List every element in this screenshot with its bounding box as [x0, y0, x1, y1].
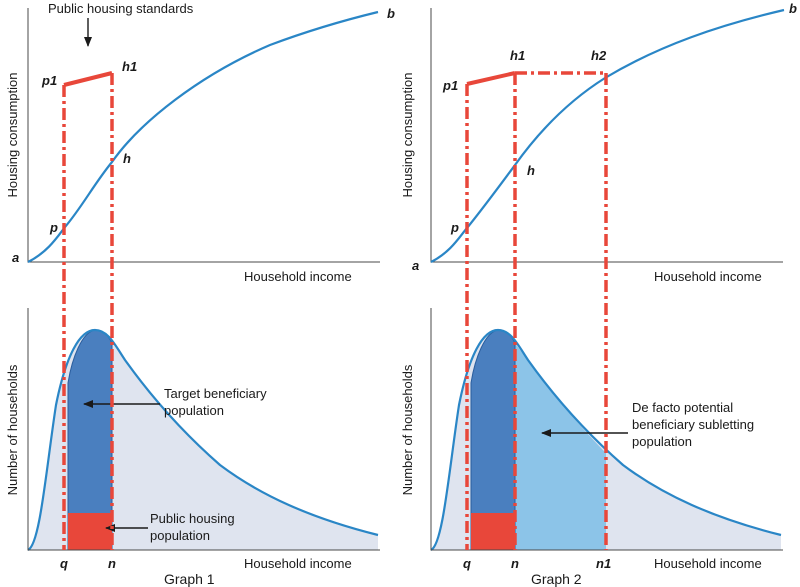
graph-2-top-xlabel: Household income [654, 269, 762, 284]
graph-2-top-panel: Housing consumption Household income a b… [400, 1, 797, 284]
graph-2-subletting-label-3: population [632, 434, 692, 449]
graph-1-title: Graph 1 [164, 571, 215, 587]
graph-2-point-b: b [789, 1, 797, 16]
graph-1-top-xlabel: Household income [244, 269, 352, 284]
public-housing-standards-label: Public housing standards [48, 1, 194, 16]
graph-1-population-area [28, 330, 378, 550]
graph-2-point-p: p [450, 220, 459, 235]
graph-1-bottom-panel: Number of households Household income Ta… [5, 308, 380, 571]
graph-2-tick-n: n [511, 556, 519, 571]
graph-1-distribution-curve [27, 328, 379, 552]
graph-1-public-label-1: Public housing [150, 511, 235, 526]
graph-1-target-label-2: population [164, 403, 224, 418]
graph-2-subletting-label-2: beneficiary subletting [632, 417, 754, 432]
graph-1-point-p: p [49, 220, 58, 235]
graph-2-distribution-curve [430, 328, 782, 552]
graph-2-subletting-population [515, 343, 606, 550]
graph-2: Housing consumption Household income a b… [400, 1, 797, 587]
graph-2-point-h1: h1 [510, 48, 525, 63]
graph-1: Housing consumption Household income Pub… [5, 1, 395, 587]
graph-2-point-h: h [527, 163, 535, 178]
graph-2-standard-line [466, 71, 516, 86]
graph-1-point-h: h [123, 151, 131, 166]
graph-1-top-ylabel: Housing consumption [5, 72, 20, 197]
graph-1-bottom-ylabel: Number of households [5, 364, 20, 495]
graph-2-bottom-panel: Number of households Household income De… [400, 308, 783, 571]
graph-1-tick-n: n [108, 556, 116, 571]
graph-2-subletting-label-1: De facto potential [632, 400, 733, 415]
graph-1-target-label-1: Target beneficiary [164, 386, 267, 401]
graph-1-point-p1: p1 [41, 73, 57, 88]
graph-2-bottom-ylabel: Number of households [400, 364, 415, 495]
graph-1-consumption-curve [27, 10, 379, 263]
graph-2-public-housing-population [471, 513, 515, 550]
graph-1-public-housing-population [68, 513, 112, 550]
graph-2-bottom-axes [430, 308, 783, 551]
graph-1-bottom-xlabel: Household income [244, 556, 352, 571]
graph-1-bottom-axes [27, 308, 380, 551]
graph-2-bottom-xlabel: Household income [654, 556, 762, 571]
graph-1-public-label-2: population [150, 528, 210, 543]
graph-2-point-p1: p1 [442, 78, 458, 93]
graph-1-point-b: b [387, 6, 395, 21]
graph-1-tick-q: q [60, 556, 68, 571]
graph-2-tick-q: q [463, 556, 471, 571]
graph-1-point-h1: h1 [122, 59, 137, 74]
graph-1-point-a: a [12, 250, 19, 265]
graph-2-point-a: a [412, 258, 419, 273]
graph-2-top-ylabel: Housing consumption [400, 72, 415, 197]
graph-2-point-h2: h2 [591, 48, 607, 63]
graph-2-title: Graph 2 [531, 571, 582, 587]
graph-1-top-axes [27, 8, 380, 263]
graph-2-tick-n1: n1 [596, 556, 611, 571]
graph-1-standard-line [63, 71, 113, 87]
